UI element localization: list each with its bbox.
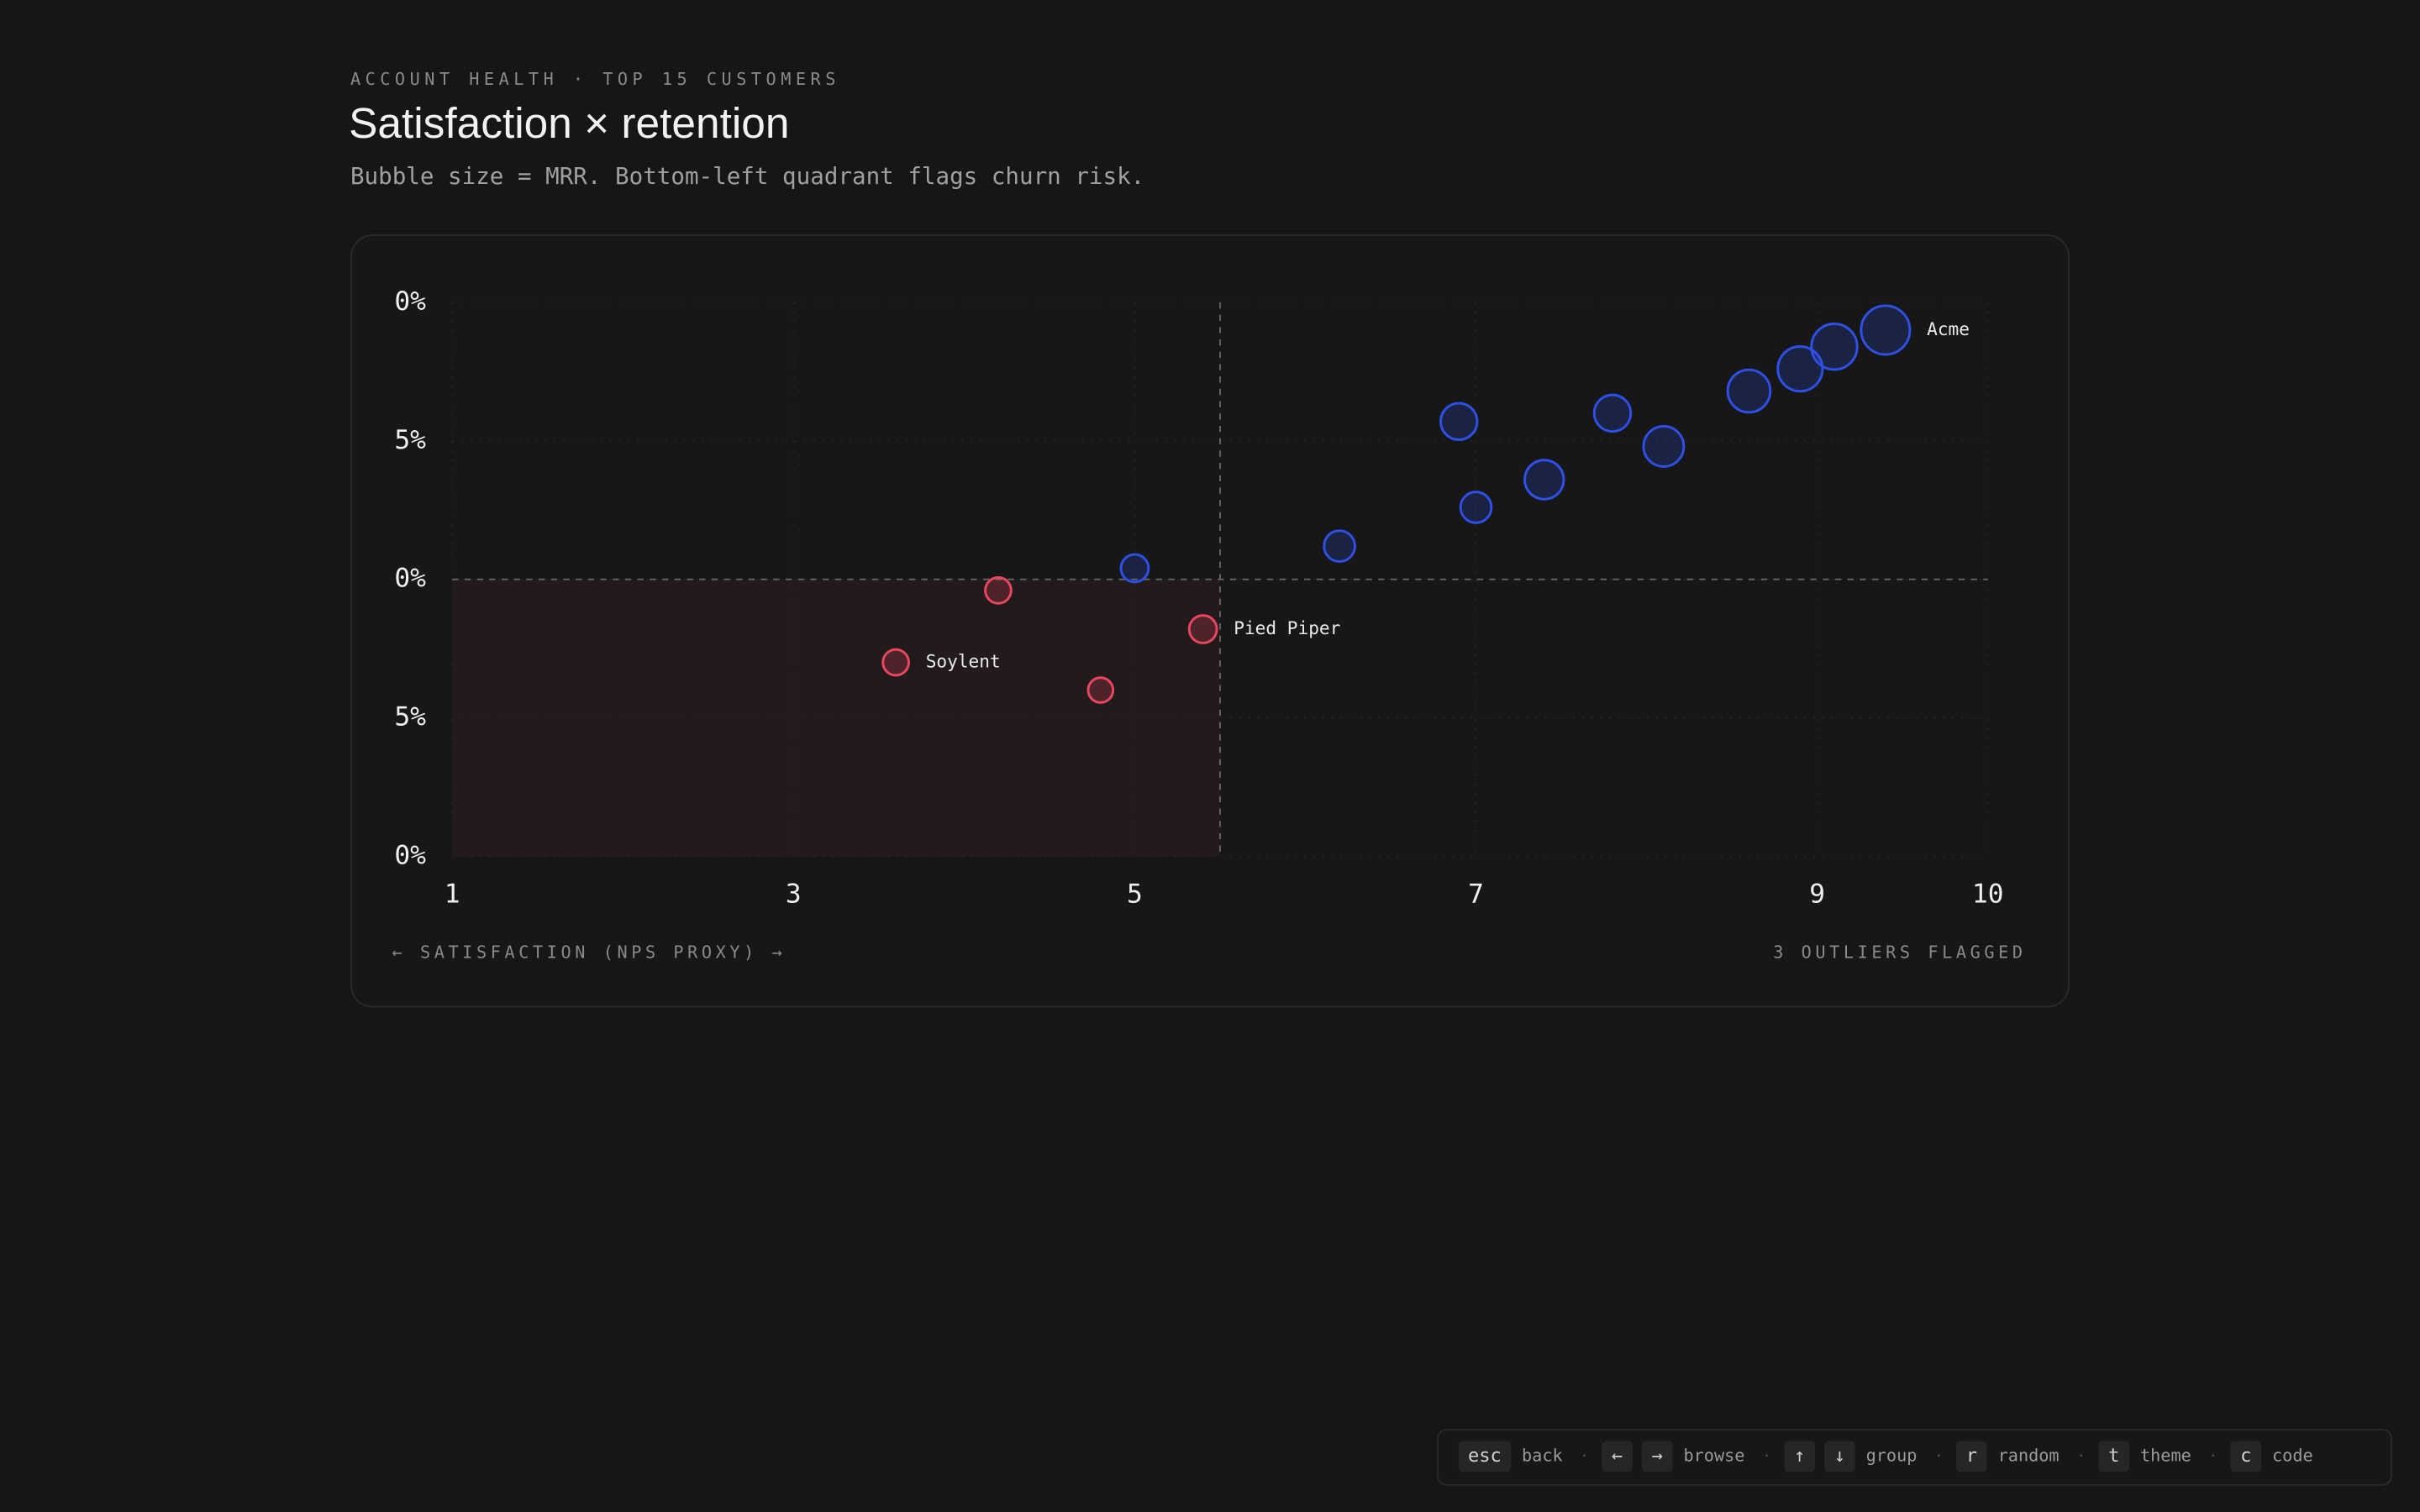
bubble [881,648,910,677]
key[interactable]: t [2108,1446,2119,1467]
bubble-label: Pied Piper [1234,617,1340,638]
y-tick-label: 0% [394,564,426,594]
shortcuts: esc back · ← → browse · ↑ ↓ group · r random · t theme ·… [1458,1441,2313,1473]
key[interactable]: ↓ [1834,1446,1845,1467]
separator: · [1934,1447,1943,1463]
bubble [1642,425,1686,468]
key[interactable]: ↑ [1794,1446,1805,1467]
bubble [1523,459,1565,501]
y-tick-label: 0% [394,840,426,870]
x-tick-label: 3 [786,879,802,909]
x-tick-label: 10 [1972,879,2004,909]
key-cap[interactable] [2098,1441,2130,1473]
bubble [1592,393,1633,433]
shortcut-bar [1437,1428,2392,1486]
key[interactable]: c [2240,1446,2251,1467]
y-tick-label: 5% [394,425,426,455]
x-tick-label: 1 [445,879,460,909]
bubble-label: Acme [1927,318,1970,339]
bubble [1860,304,1912,356]
key[interactable]: esc [1468,1446,1502,1467]
bubble [1187,614,1218,644]
key-action: random [1998,1445,2060,1465]
x-tick-label: 7 [1468,879,1484,909]
key-cap[interactable] [1784,1441,1815,1473]
x-tick-label: 9 [1809,879,1825,909]
key-action: theme [2140,1445,2191,1465]
key[interactable]: → [1652,1446,1663,1467]
key-action: browse [1684,1445,1745,1465]
y-tick-label: 0% [394,286,426,317]
bubble [1776,345,1824,393]
separator: · [1763,1447,1771,1463]
key-cap[interactable] [1458,1441,1512,1473]
bubble [1439,402,1479,441]
key-action: back [1522,1445,1563,1465]
key-cap[interactable] [1641,1441,1673,1473]
eyebrow: ACCOUNT HEALTH · TOP 15 CUSTOMERS [350,69,840,89]
plot: 0% 5% 0% 5% 0% 1 3 5 7 9 10 Acme Pied Piper Soylent [394,286,2003,909]
key-cap[interactable] [2230,1441,2262,1473]
outlier-note: 3 OUTLIERS FLAGGED [1773,942,2026,963]
key-action: code [2272,1445,2313,1465]
bubble [984,576,1013,605]
bubble [1459,491,1493,524]
key-cap[interactable] [1824,1441,1855,1473]
bubble [1119,553,1150,584]
churn-zone [452,579,1220,857]
y-tick-label: 5% [394,702,426,732]
x-axis-label: ← SATISFACTION (NPS PROXY) → [392,942,786,963]
key-cap[interactable] [1956,1441,1987,1473]
bubble [1323,529,1356,563]
key[interactable]: r [1966,1446,1977,1467]
title: Satisfaction × retention [349,98,789,147]
bubble [1810,323,1859,371]
separator: · [2077,1447,2086,1463]
key-cap[interactable] [1602,1441,1633,1473]
separator: · [2209,1447,2217,1463]
subtitle: Bubble size = MRR. Bottom-left quadrant … [350,163,1144,190]
bubble [1086,676,1115,704]
key[interactable]: ← [1612,1446,1623,1467]
bubble [1726,368,1772,414]
bubble-label: Soylent [926,651,1001,672]
separator: · [1580,1447,1588,1463]
key-action: group [1866,1445,1918,1465]
x-tick-label: 5 [1127,879,1143,909]
